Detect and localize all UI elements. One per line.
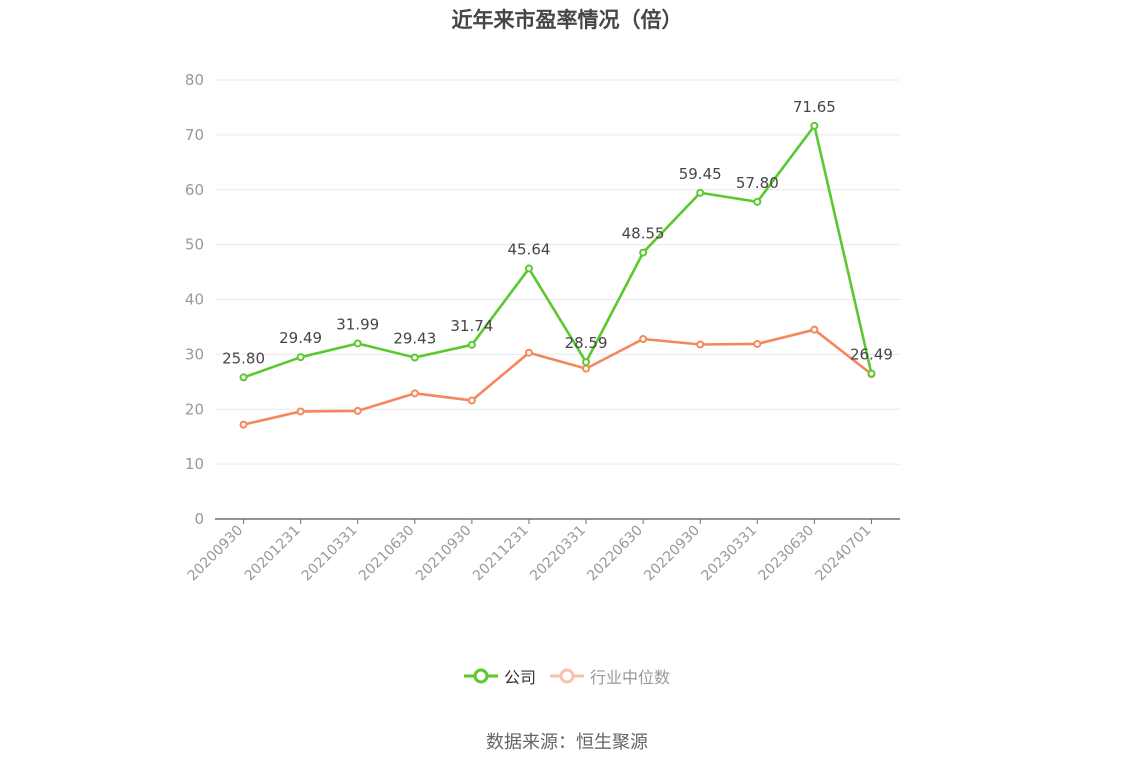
x-tick-label: 20230630 <box>755 523 817 585</box>
x-tick-label: 20201231 <box>242 523 304 585</box>
legend-label-industry-median: 行业中位数 <box>590 668 671 687</box>
data-point-industry-median <box>239 420 248 429</box>
data-label-company: 28.59 <box>565 334 608 352</box>
data-point-company <box>524 264 533 273</box>
source-note: 数据来源：恒生聚源 <box>486 732 648 753</box>
y-tick-label: 10 <box>185 455 204 473</box>
x-tick-label: 20210630 <box>356 523 418 585</box>
x-tick-label: 20220630 <box>584 523 646 585</box>
legend-marker-industry-median <box>550 668 584 684</box>
x-tick-label: 20210930 <box>413 523 475 585</box>
data-point-company <box>296 353 305 362</box>
y-tick-label: 0 <box>194 510 204 528</box>
data-label-company: 59.45 <box>679 165 722 183</box>
data-label-company: 31.74 <box>450 317 493 335</box>
x-tick-label: 20240701 <box>813 523 875 585</box>
x-tick-label: 20220930 <box>641 523 703 585</box>
data-labels: 25.80 29.49 31.99 29.43 31.74 45.64 28.59 48.55… <box>222 98 893 368</box>
series-lines <box>239 121 876 429</box>
data-label-company: 71.65 <box>793 98 836 116</box>
data-point-industry-median <box>639 335 648 344</box>
grid-lines <box>215 79 900 465</box>
y-tick-label: 30 <box>185 345 204 363</box>
y-tick-label: 70 <box>185 126 204 144</box>
x-tick-label: 20220331 <box>527 523 589 585</box>
y-tick-label: 50 <box>185 236 204 254</box>
x-tick-label: 20210331 <box>299 523 361 585</box>
data-point-industry-median <box>696 340 705 349</box>
data-point-industry-median <box>410 389 419 398</box>
data-label-company: 48.55 <box>622 225 665 243</box>
data-label-company: 57.80 <box>736 174 779 192</box>
y-tick-label: 40 <box>185 291 204 309</box>
data-point-company <box>696 188 705 197</box>
legend-label-company: 公司 <box>503 668 536 687</box>
series-line-industry-median <box>243 328 873 426</box>
y-tick-label: 20 <box>185 400 204 418</box>
data-point-industry-median <box>753 339 762 348</box>
data-point-industry-median <box>524 348 533 357</box>
data-label-company: 29.49 <box>279 329 322 347</box>
legend-marker-company <box>463 668 498 684</box>
data-point-industry-median <box>467 396 476 405</box>
series-line-company <box>243 124 873 379</box>
data-point-company <box>639 248 648 257</box>
x-tick-label: 20230331 <box>698 523 760 585</box>
x-tick-label: 20211231 <box>470 523 532 585</box>
data-label-company: 45.64 <box>507 241 550 259</box>
legend: 公司 行业中位数 <box>0 664 1134 688</box>
data-point-company <box>582 358 591 367</box>
data-point-company <box>753 197 762 206</box>
data-point-industry-median <box>810 325 819 334</box>
data-point-company <box>239 373 248 382</box>
line-chart: 0 10 20 30 40 50 60 70 80 20200930202012312021033… <box>185 71 900 584</box>
data-label-company: 31.99 <box>336 315 379 333</box>
data-label-company: 26.49 <box>850 346 893 364</box>
data-point-industry-median <box>582 364 591 373</box>
legend-item-industry-median[interactable]: 行业中位数 <box>550 664 670 688</box>
data-label-company: 25.80 <box>222 349 265 367</box>
data-point-company <box>410 353 419 362</box>
data-point-company <box>467 340 476 349</box>
data-point-company <box>353 339 362 348</box>
data-label-company: 29.43 <box>393 330 436 348</box>
legend-item-company[interactable]: 公司 <box>463 664 536 688</box>
data-point-company <box>810 121 819 130</box>
axes: 0 10 20 30 40 50 60 70 80 20200930202012312021033… <box>185 71 900 584</box>
chart-title: 近年来市盈率情况（倍） <box>451 8 683 32</box>
y-tick-label: 60 <box>185 181 204 199</box>
y-tick-label: 80 <box>185 71 204 89</box>
data-point-industry-median <box>353 406 362 415</box>
x-tick-label: 20200930 <box>185 523 247 585</box>
data-point-industry-median <box>296 407 305 416</box>
data-point-company <box>867 369 876 378</box>
